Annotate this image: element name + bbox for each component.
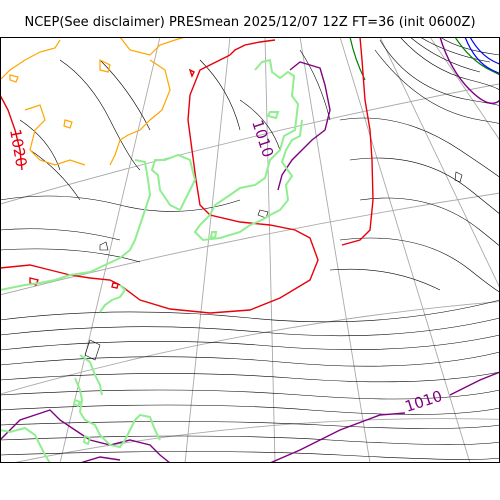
isobar-1010 bbox=[0, 37, 500, 463]
map-title: NCEP(See disclaimer) PRESmean 2025/12/07… bbox=[24, 15, 476, 30]
coastline bbox=[0, 58, 303, 463]
contour-label-1010-south: 1010 bbox=[403, 387, 445, 416]
contour-label-1020: 1020 bbox=[6, 128, 30, 169]
green-blue-contours bbox=[349, 37, 500, 81]
pressure-map: 1020 1010 1010 bbox=[0, 37, 500, 463]
contour-label-1010-north: 1010 bbox=[248, 118, 277, 160]
isobar-1020 bbox=[0, 37, 374, 314]
orange-contours bbox=[0, 37, 186, 166]
